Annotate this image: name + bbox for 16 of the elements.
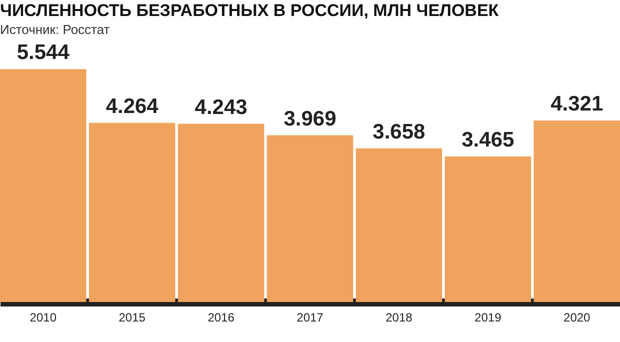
x-tick-label: 2016 bbox=[208, 310, 235, 324]
x-tick-label: 2017 bbox=[296, 310, 324, 324]
x-tick-label: 2019 bbox=[474, 310, 502, 324]
data-label: 3.658 bbox=[372, 120, 426, 144]
x-tick-label: 2020 bbox=[564, 310, 591, 324]
x-tick-label: 2015 bbox=[118, 310, 146, 324]
x-tick-label: 2010 bbox=[30, 310, 57, 324]
data-label: 3.969 bbox=[284, 107, 336, 130]
data-label: 4.321 bbox=[550, 92, 604, 116]
data-label: 4.264 bbox=[106, 94, 159, 118]
chart-title: ЧИСЛЕННОСТЬ БЕЗРАБОТНЫХ В РОССИИ, МЛН ЧЕЛОВЕК bbox=[0, 1, 500, 20]
data-label: 3.465 bbox=[462, 128, 514, 152]
chart-subtitle: Источник: Росстат bbox=[0, 22, 110, 38]
x-tick-label: 2018 bbox=[386, 310, 413, 324]
data-label: 5.544 bbox=[16, 41, 70, 64]
data-label: 4.243 bbox=[194, 96, 248, 119]
